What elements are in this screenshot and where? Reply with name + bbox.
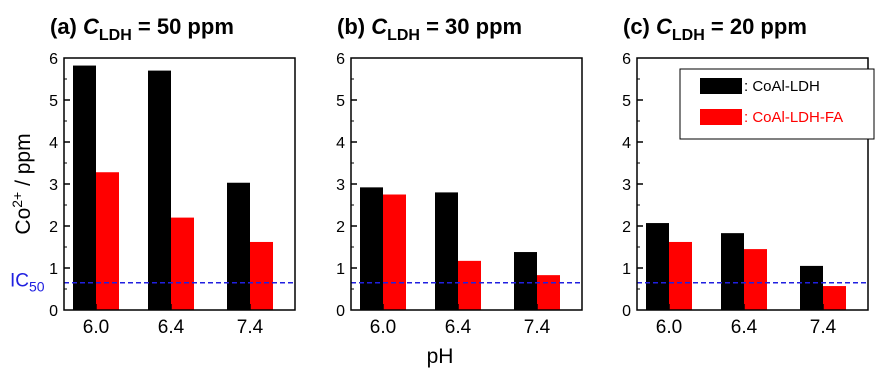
x-axis-label: pH <box>427 345 454 368</box>
bar-coal-ldh-fa-6.4 <box>744 249 767 310</box>
legend-label: : CoAl-LDH-FA <box>744 109 843 126</box>
y-axis-label: Co2+ / ppm <box>9 133 35 234</box>
xtick-label: 6.4 <box>158 317 185 338</box>
ytick-label: 2 <box>622 219 631 236</box>
bar-coal-ldh-7.4 <box>800 265 823 310</box>
panel-title: (c) CLDH = 20 ppm <box>623 14 807 44</box>
ytick-label: 2 <box>49 219 58 236</box>
ytick-label: 5 <box>336 93 345 110</box>
bar-coal-ldh-6.0 <box>646 223 669 310</box>
ytick-label: 0 <box>49 303 58 320</box>
legend-label: : CoAl-LDH <box>744 78 820 95</box>
bar-coal-ldh-fa-6.4 <box>458 260 481 310</box>
panel-b: (b) CLDH = 30 ppm 0 1 2 3 4 5 6 6.0 6.4 7.4 <box>336 14 583 338</box>
bar-coal-ldh-fa-6.0 <box>383 194 406 310</box>
xtick-label: 6.4 <box>731 317 758 338</box>
ytick-label: 4 <box>622 135 631 152</box>
bar-coal-ldh-fa-6.0 <box>96 172 119 310</box>
ytick-label: 6 <box>49 51 58 68</box>
legend-swatch <box>700 78 742 94</box>
xtick-label: 7.4 <box>810 317 837 338</box>
ytick-label: 2 <box>336 219 345 236</box>
ytick-label: 5 <box>49 93 58 110</box>
xtick-label: 6.0 <box>83 317 109 338</box>
xtick-label: 6.4 <box>445 317 472 338</box>
bar-coal-ldh-6.0 <box>73 65 96 310</box>
ytick-label: 3 <box>49 177 58 194</box>
ytick-label: 4 <box>49 135 58 152</box>
legend-swatch <box>700 109 742 125</box>
ytick-label: 1 <box>336 261 345 278</box>
panel-title: (a) CLDH = 50 ppm <box>50 14 234 44</box>
bar-coal-ldh-fa-7.4 <box>250 241 273 310</box>
ytick-label: 5 <box>622 93 631 110</box>
bar-coal-ldh-6.4 <box>721 233 744 310</box>
ytick-label: 6 <box>622 51 631 68</box>
xtick-label: 7.4 <box>237 317 264 338</box>
xtick-label: 6.0 <box>370 317 396 338</box>
ytick-label: 3 <box>622 177 631 194</box>
bar-coal-ldh-6.4 <box>148 70 171 310</box>
bar-coal-ldh-6.4 <box>435 192 458 310</box>
legend: : CoAl-LDH : CoAl-LDH-FA <box>679 68 875 140</box>
ytick-label: 4 <box>336 135 345 152</box>
bar-coal-ldh-7.4 <box>514 252 537 310</box>
ytick-label: 0 <box>336 303 345 320</box>
panel-title: (b) CLDH = 30 ppm <box>337 14 522 44</box>
ytick-label: 0 <box>622 303 631 320</box>
bar-coal-ldh-6.0 <box>360 187 383 310</box>
xtick-label: 7.4 <box>524 317 551 338</box>
ic50-label: IC50 <box>10 271 45 295</box>
bar-coal-ldh-fa-6.4 <box>171 217 194 310</box>
ytick-label: 3 <box>336 177 345 194</box>
bar-coal-ldh-fa-7.4 <box>537 275 560 310</box>
ytick-label: 6 <box>336 51 345 68</box>
ytick-label: 1 <box>49 261 58 278</box>
xtick-label: 6.0 <box>656 317 682 338</box>
panel-a: (a) CLDH = 50 ppm 0 1 2 3 4 5 6 6.0 6.4 7.4 <box>49 14 296 338</box>
bar-coal-ldh-7.4 <box>227 182 250 310</box>
panel-c: (c) CLDH = 20 ppm 0 1 2 3 4 5 6 6.0 6.4 7.4 <box>622 14 869 338</box>
ytick-label: 1 <box>622 261 631 278</box>
bar-coal-ldh-fa-6.0 <box>669 241 692 310</box>
bar-coal-ldh-fa-7.4 <box>823 286 846 310</box>
